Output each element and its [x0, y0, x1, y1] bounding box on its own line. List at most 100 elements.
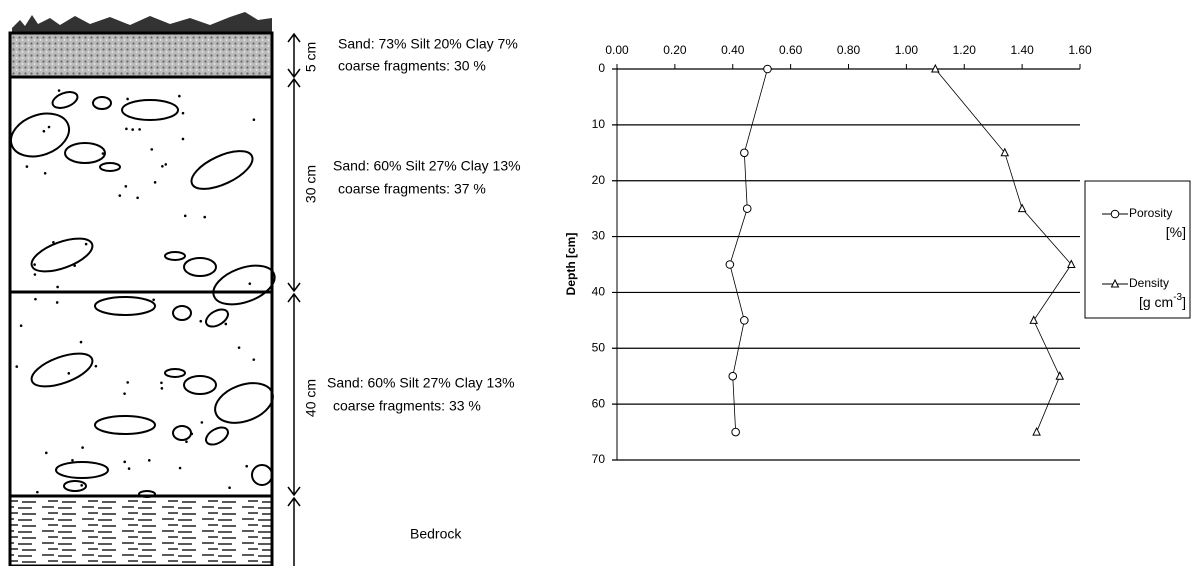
x-tick-label: 0.20	[663, 43, 687, 57]
sand-dots	[15, 89, 256, 494]
marker	[1055, 371, 1065, 380]
fragments: coarse fragments: 30 %	[338, 58, 486, 74]
soil-profile: 5 cm 30 cm 40 cm Sand: 73% Silt 20% Clay…	[8, 12, 521, 566]
unit-part: [%]	[1166, 224, 1186, 240]
marker	[1017, 203, 1027, 213]
dot	[185, 440, 188, 444]
y-tick-label: 40	[592, 285, 606, 299]
dot	[237, 346, 241, 349]
dot	[160, 381, 163, 385]
dot	[80, 484, 83, 487]
dot	[200, 421, 204, 424]
dot	[252, 358, 256, 361]
dot	[136, 196, 139, 200]
dot	[118, 194, 122, 197]
dot	[199, 319, 203, 323]
legend-marker	[1110, 278, 1120, 288]
texture: Sand: 73% Silt 20% Clay 7%	[338, 36, 518, 52]
texture: Sand: 60% Silt 27% Clay 13%	[327, 375, 515, 391]
marker	[725, 260, 735, 269]
x-tick-label: 0.00	[605, 43, 629, 57]
layer-gravel	[8, 31, 274, 79]
x-tick-label: 1.20	[953, 43, 977, 57]
marker	[931, 63, 940, 73]
dot	[81, 446, 84, 449]
marker	[1067, 259, 1076, 268]
marker	[740, 148, 749, 158]
dot	[84, 242, 88, 246]
x-tick-label: 1.00	[895, 43, 919, 57]
dot	[36, 490, 39, 494]
layer-2	[8, 75, 274, 294]
dot	[190, 432, 194, 436]
series-line	[935, 68, 1072, 433]
legend-label: Density	[1129, 276, 1169, 290]
fragments	[9, 91, 276, 498]
dot	[181, 111, 185, 115]
dot	[123, 392, 126, 395]
dot	[150, 148, 154, 151]
fragments: coarse fragments: 37 %	[338, 181, 486, 197]
dot	[178, 466, 182, 470]
dot	[245, 464, 249, 468]
marker	[740, 316, 749, 325]
dot	[42, 129, 46, 133]
dot	[138, 128, 141, 131]
dot	[33, 263, 36, 266]
dot	[71, 458, 74, 462]
dot	[252, 118, 256, 122]
dot	[126, 381, 129, 384]
dot	[67, 372, 71, 375]
dot	[19, 324, 23, 328]
unit-part: -3	[1173, 292, 1182, 303]
dot	[160, 387, 164, 390]
marker	[1029, 315, 1039, 324]
y-axis-title: Depth [cm]	[564, 233, 578, 296]
thickness-label: 40 cm	[303, 379, 319, 417]
dot	[55, 301, 59, 304]
dot	[33, 273, 37, 276]
dot	[101, 152, 105, 155]
legend-label: Porosity	[1129, 206, 1172, 220]
thickness-arrows	[287, 32, 301, 566]
dot	[153, 181, 157, 184]
dot	[178, 94, 181, 98]
chart: Depth [cm] 0 10 20 30 40 50 60 70 0.00 0.20 0.40 0.…	[564, 43, 1191, 466]
dot	[52, 240, 55, 244]
dot	[126, 97, 129, 101]
dot	[125, 127, 128, 131]
x-tick-label: 0.60	[779, 43, 803, 57]
y-tick-label: 30	[592, 229, 606, 243]
marker	[731, 427, 740, 437]
y-tick-label: 0	[598, 61, 605, 75]
x-tick-label: 0.80	[837, 43, 861, 57]
bedrock-label: Bedrock	[410, 526, 462, 542]
layer-3	[8, 290, 274, 498]
texture: Sand: 60% Silt 27% Clay 13%	[333, 158, 521, 174]
dot	[203, 215, 207, 219]
dot	[43, 171, 47, 175]
marker	[742, 204, 752, 213]
legend-unit: [%]	[1166, 224, 1186, 240]
dot	[224, 322, 228, 326]
thickness-label: 30 cm	[303, 165, 319, 203]
x-tick-label: 1.40	[1010, 43, 1034, 57]
dot	[131, 128, 134, 131]
fragments: coarse fragments: 33 %	[333, 398, 481, 414]
dot	[34, 297, 37, 301]
dot	[15, 365, 19, 368]
marker	[1000, 147, 1010, 157]
x-tick-label: 1.60	[1068, 43, 1092, 57]
dot	[79, 340, 83, 344]
dot	[228, 486, 231, 490]
legend-box	[1084, 180, 1191, 319]
dot	[94, 364, 98, 368]
dot	[47, 125, 51, 129]
dot	[147, 459, 151, 462]
dot	[161, 164, 164, 168]
dot	[44, 451, 48, 455]
y-tick-label: 50	[592, 340, 606, 354]
dot	[164, 163, 168, 166]
unit-part: [g cm	[1139, 294, 1173, 310]
dot	[248, 282, 252, 285]
